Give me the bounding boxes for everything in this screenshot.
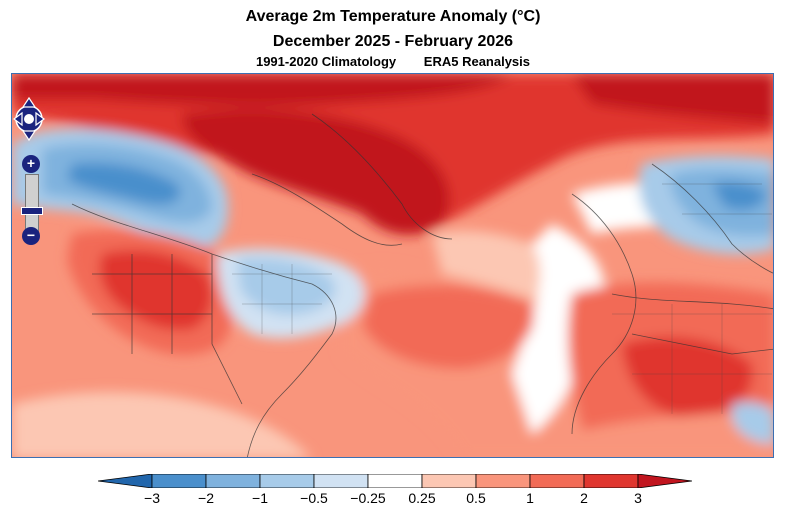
- colorbar-segment: [475, 474, 531, 488]
- coastlines: [71, 113, 773, 457]
- borders: [232, 183, 772, 414]
- colorbar-tick-label: −0.5: [300, 490, 328, 506]
- pan-up-icon[interactable]: [21, 96, 37, 108]
- chart-title: Average 2m Temperature Anomaly (°C): [245, 8, 541, 25]
- anomaly-map-canvas: [12, 74, 773, 457]
- colorbar-segment: [529, 474, 585, 488]
- colorbar-tick-label: −0.25: [350, 490, 386, 506]
- pan-control[interactable]: [12, 96, 46, 142]
- dataset-label: ERA5 Reanalysis: [423, 54, 531, 69]
- colorbar: [98, 474, 692, 488]
- anomaly-map[interactable]: [11, 73, 774, 458]
- colorbar-max-triangle: [637, 474, 692, 488]
- zoom-in-button[interactable]: +: [22, 155, 40, 173]
- colorbar-tick-label: 2: [580, 490, 588, 506]
- colorbar-segment: [367, 474, 423, 488]
- colorbar-tick-label: −3: [144, 490, 160, 506]
- colorbar-tick-label: 3: [634, 490, 642, 506]
- colorbar-segment: [259, 474, 315, 488]
- colorbar-tick-label: −1: [252, 490, 268, 506]
- zoom-out-button[interactable]: −: [22, 227, 40, 245]
- pan-right-icon[interactable]: [35, 111, 45, 127]
- colorbar-tick-label: −2: [198, 490, 214, 506]
- colorbar-tick-label: 0.5: [466, 490, 486, 506]
- anomaly-field: [12, 74, 773, 457]
- colorbar-min-triangle: [98, 474, 153, 488]
- chart-subtitle: 1991-2020 Climatology ERA5 Reanalysis: [0, 54, 786, 69]
- climatology-label: 1991-2020 Climatology: [255, 54, 397, 69]
- colorbar-segment: [421, 474, 477, 488]
- colorbar-tick-label: 1: [526, 490, 534, 506]
- chart-period: December 2025 - February 2026: [272, 33, 514, 50]
- pan-down-icon[interactable]: [21, 130, 37, 142]
- pan-left-icon[interactable]: [13, 111, 23, 127]
- colorbar-tick-label: 0.25: [408, 490, 436, 506]
- colorbar-segment: [151, 474, 207, 488]
- colorbar-segment: [583, 474, 639, 488]
- colorbar-segment: [313, 474, 369, 488]
- zoom-slider-handle[interactable]: [21, 207, 43, 215]
- colorbar-segment: [205, 474, 261, 488]
